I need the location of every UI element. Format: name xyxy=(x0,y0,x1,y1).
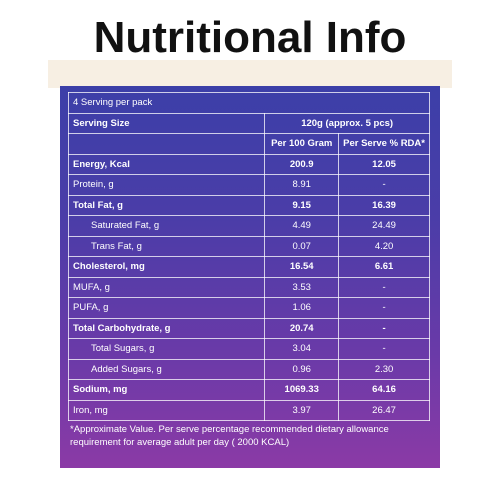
table-row: Energy, Kcal 200.9 12.05 xyxy=(67,153,430,175)
per-serve-rda-value: 24.49 xyxy=(338,215,430,237)
per-100-gram-value: 200.9 xyxy=(264,153,340,175)
table-row: MUFA, g 3.53- xyxy=(67,276,430,298)
table-row: Saturated Fat, g 4.49 24.49 xyxy=(67,215,430,237)
table-row: PUFA, g 1.06- xyxy=(67,297,430,319)
title-band xyxy=(48,60,452,88)
table-row: Added Sugars, g 0.96 2.30 xyxy=(67,358,430,380)
pack-info-row: 4 Serving per pack xyxy=(68,92,430,114)
per-100-gram-value: 1.06 xyxy=(264,297,340,319)
serving-size-value: 120g (approx. 5 pcs) xyxy=(264,112,430,134)
per-serve-rda-value: 2.30 xyxy=(338,358,430,380)
nutrient-name: PUFA, g xyxy=(67,297,266,319)
per-serve-rda-value: 26.47 xyxy=(338,399,430,421)
table-row: Protein, g 8.91- xyxy=(67,174,430,196)
per-100-gram-value: 16.54 xyxy=(264,256,340,278)
per-100-gram-value: 9.15 xyxy=(264,194,340,216)
per-100-gram-value: 0.96 xyxy=(264,358,340,380)
nutrient-name: Cholesterol, mg xyxy=(67,256,266,278)
table-row: Cholesterol, mg 16.54 6.61 xyxy=(67,256,430,278)
table-row: Total Sugars, g 3.04- xyxy=(67,338,430,360)
per-serve-rda-value: - xyxy=(338,276,430,298)
nutrition-table: 4 Serving per pack Serving Size 120g (ap… xyxy=(67,92,430,421)
nutrient-name: Protein, g xyxy=(67,174,266,196)
nutrient-name: Trans Fat, g xyxy=(67,235,266,257)
per-serve-rda-value: 6.61 xyxy=(338,256,430,278)
per-100-gram-value: 3.53 xyxy=(264,276,340,298)
per-serve-rda-value: 4.20 xyxy=(338,235,430,257)
nutrient-name: Energy, Kcal xyxy=(67,153,266,175)
footnote: *Approximate Value. Per serve percentage… xyxy=(70,424,389,448)
per-100-gram-value: 8.91 xyxy=(264,174,340,196)
per-serve-rda-value: - xyxy=(338,297,430,319)
per-serve-rda-value: - xyxy=(338,317,430,339)
per-serve-rda-value: 16.39 xyxy=(338,194,430,216)
nutrient-name: Iron, mg xyxy=(67,399,266,421)
header-blank xyxy=(67,133,266,155)
nutrient-name: Added Sugars, g xyxy=(67,358,266,380)
nutrient-name: Total Carbohydrate, g xyxy=(67,317,266,339)
header-per-serve-rda: Per Serve % RDA* xyxy=(338,133,430,155)
per-100-gram-value: 1069.33 xyxy=(264,379,340,401)
per-serve-rda-value: - xyxy=(338,174,430,196)
table-row: Total Fat, g 9.15 16.39 xyxy=(67,194,430,216)
serving-size-row: Serving Size 120g (approx. 5 pcs) xyxy=(67,112,430,134)
table-row: Total Carbohydrate, g 20.74- xyxy=(67,317,430,339)
table-row: Sodium, mg 1069.33 64.16 xyxy=(67,379,430,401)
nutrient-name: MUFA, g xyxy=(67,276,266,298)
serving-size-label: Serving Size xyxy=(67,112,266,134)
table-row: Iron, mg 3.97 26.47 xyxy=(67,399,430,421)
per-100-gram-value: 0.07 xyxy=(264,235,340,257)
per-serve-rda-value: 64.16 xyxy=(338,379,430,401)
nutrient-name: Total Sugars, g xyxy=(67,338,266,360)
column-header-row: Per 100 Gram Per Serve % RDA* xyxy=(67,133,430,155)
per-100-gram-value: 3.97 xyxy=(264,399,340,421)
per-100-gram-value: 20.74 xyxy=(264,317,340,339)
nutrient-name: Total Fat, g xyxy=(67,194,266,216)
header-per-100-gram: Per 100 Gram xyxy=(264,133,340,155)
pack-info: 4 Serving per pack xyxy=(68,92,430,114)
nutrient-name: Saturated Fat, g xyxy=(67,215,266,237)
nutrient-name: Sodium, mg xyxy=(67,379,266,401)
table-row: Trans Fat, g 0.07 4.20 xyxy=(67,235,430,257)
per-serve-rda-value: 12.05 xyxy=(338,153,430,175)
per-100-gram-value: 3.04 xyxy=(264,338,340,360)
per-100-gram-value: 4.49 xyxy=(264,215,340,237)
per-serve-rda-value: - xyxy=(338,338,430,360)
page-title: Nutritional Info xyxy=(93,13,407,62)
